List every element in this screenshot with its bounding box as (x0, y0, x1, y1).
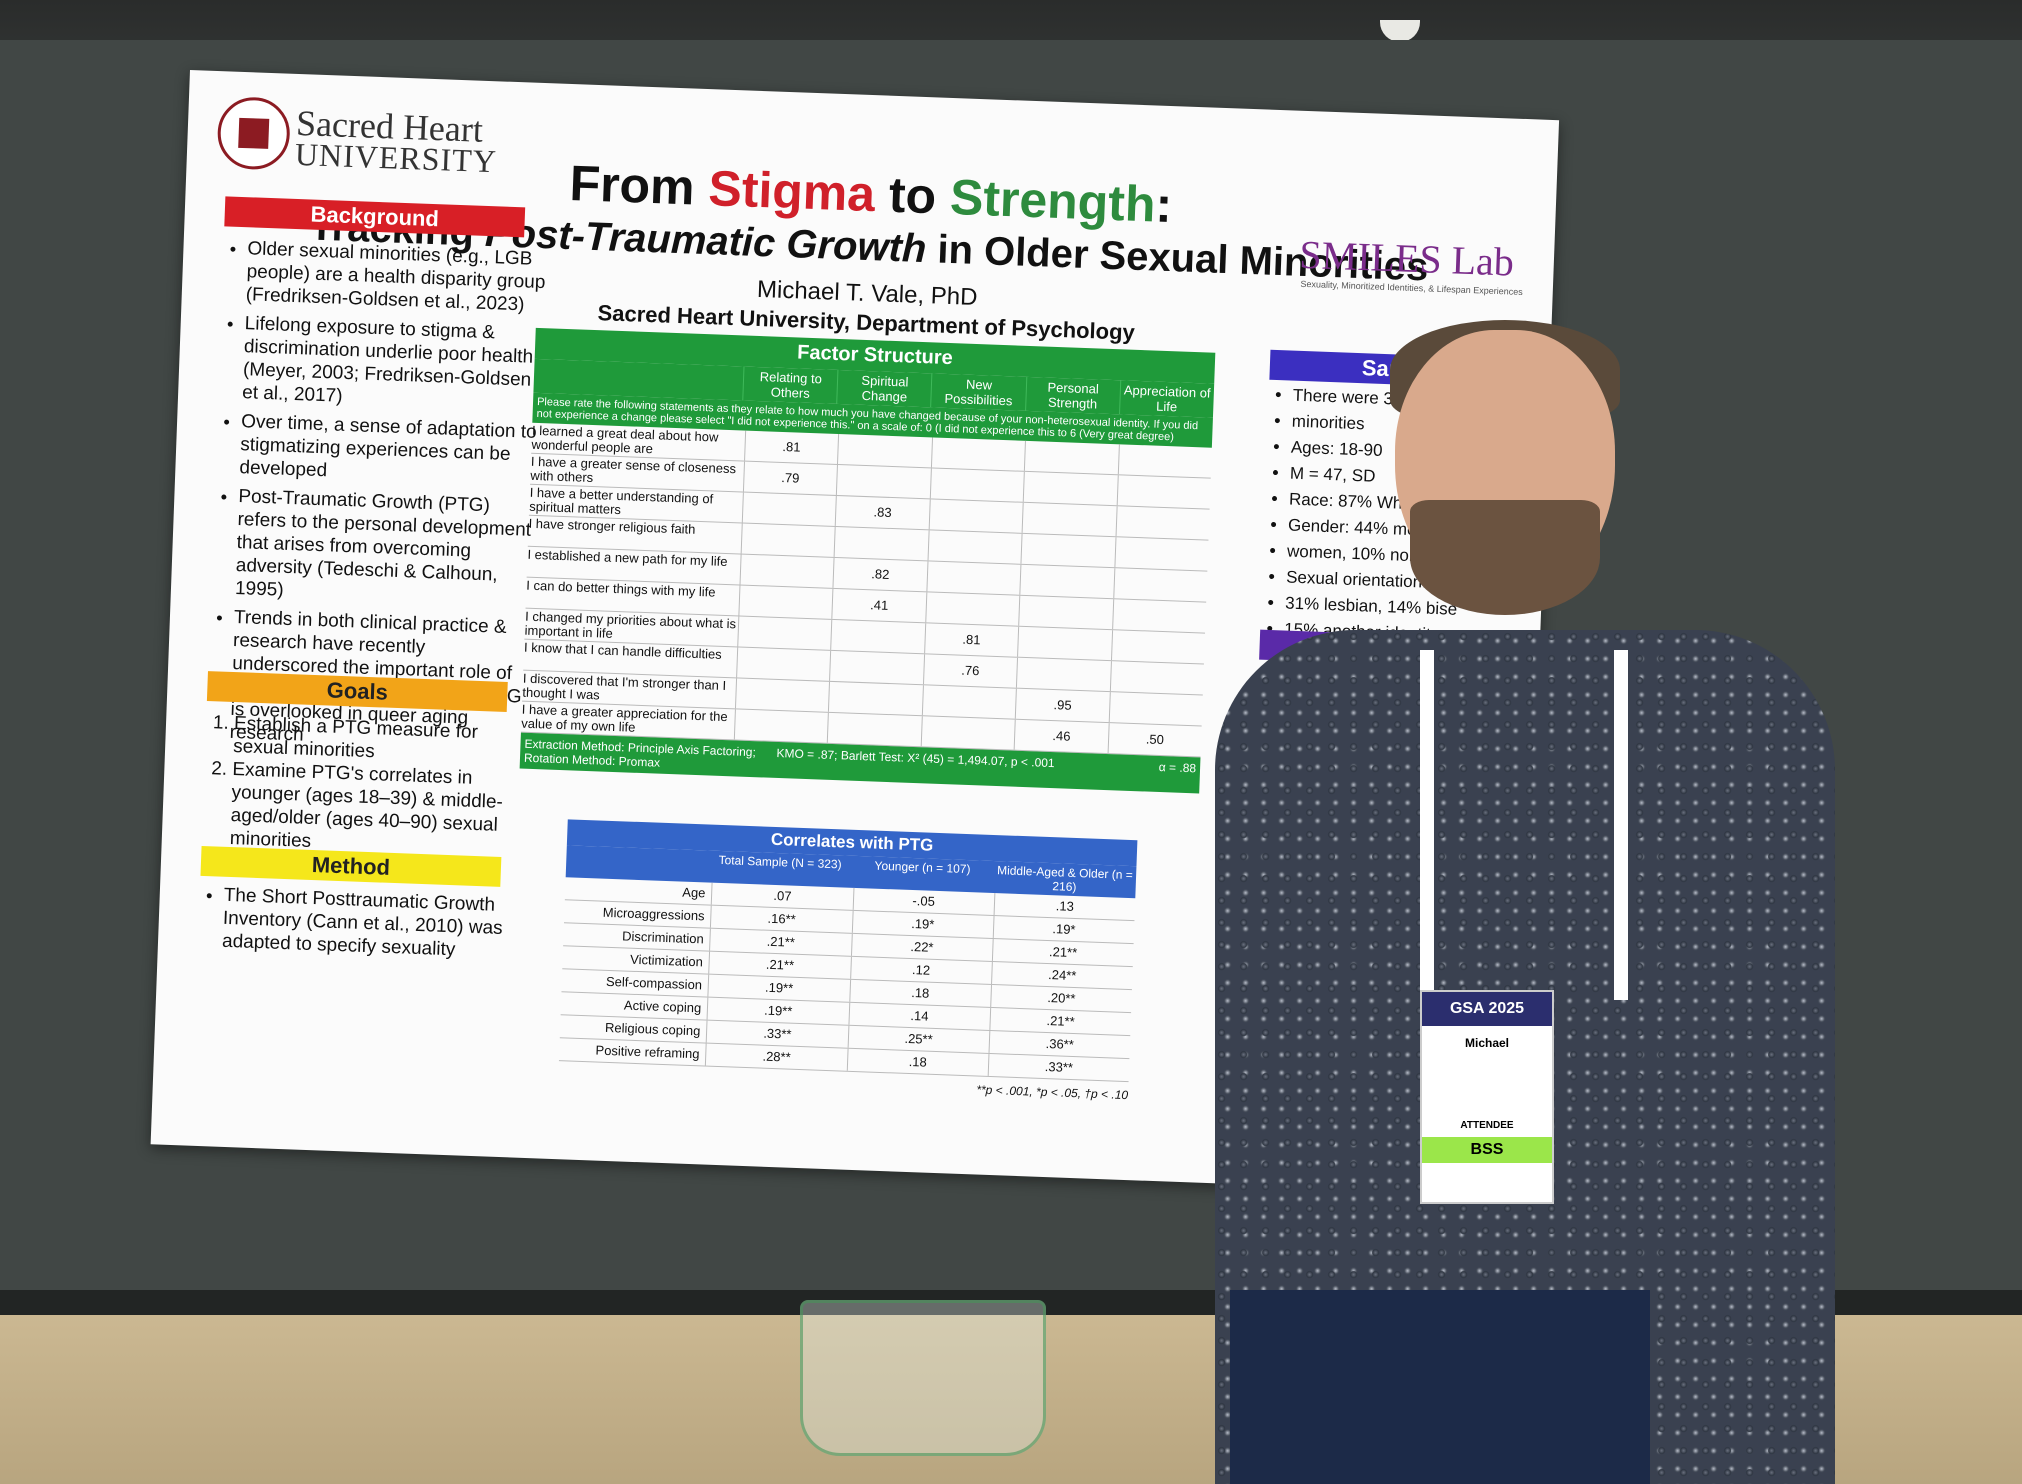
correlates-column-header: Total Sample (N = 323) (718, 852, 842, 872)
loading-cell: .46 (1013, 719, 1109, 754)
factor-column-header: Personal Strength (1024, 376, 1121, 415)
loading-cell (828, 681, 923, 716)
factor-column-header: Spiritual Change (836, 369, 932, 408)
lanyard (1420, 650, 1628, 1000)
loading-cell: .76 (922, 654, 1018, 688)
loading-cell (829, 650, 924, 685)
loading-cell (734, 678, 830, 712)
ceiling-light (1380, 20, 1420, 42)
loading-cell (1113, 537, 1209, 571)
name-badge: GSA 2025 Michael ATTENDEE BSS (1420, 990, 1554, 1204)
loading-cell (921, 685, 1016, 719)
factor-column-header: Appreciation of Life (1118, 380, 1215, 418)
correlates-table: Correlates with PTG Total Sample (N = 32… (558, 819, 1138, 1102)
loading-cell (833, 526, 929, 561)
loading-cell (1019, 564, 1114, 599)
badge-event: GSA 2025 (1422, 992, 1552, 1026)
correlates-column-header (566, 845, 710, 882)
loading-cell (1112, 568, 1208, 602)
presenter: GSA 2025 Michael ATTENDEE BSS (1215, 320, 1835, 1484)
loading-cell (1117, 444, 1212, 478)
loading-cell (1022, 471, 1118, 506)
loading-cell (920, 716, 1015, 750)
list-item: Examine PTG's correlates in younger (age… (229, 758, 532, 861)
loading-cell: .81 (743, 430, 839, 464)
loading-cell (927, 530, 1022, 564)
loading-cell (1021, 502, 1117, 537)
factor-column-header: Relating to Others (742, 366, 838, 404)
loading-cell (1020, 533, 1116, 568)
loading-cell (926, 561, 1021, 595)
loading-cell (1109, 661, 1204, 695)
correlates-column-header: Younger (n = 107) (874, 858, 971, 877)
loading-cell (1115, 506, 1210, 540)
pants (1230, 1290, 1650, 1484)
loading-cell (740, 523, 835, 557)
loading-cell (735, 647, 831, 681)
loading-cell (1018, 595, 1113, 630)
loading-cell (733, 709, 829, 743)
beard (1410, 500, 1600, 615)
loading-cell (1111, 599, 1207, 633)
loading-cell (830, 619, 925, 654)
list-item: The Short Posttraumatic Growth Inventory… (222, 884, 524, 964)
loading-cell: .79 (742, 461, 838, 495)
goals-list: Establish a PTG measure for sexual minor… (201, 711, 534, 861)
loading-cell (1017, 626, 1112, 661)
loading-cell (928, 499, 1023, 533)
lab-logo: SMILES Lab (1298, 231, 1515, 285)
loading-cell (741, 492, 836, 526)
plastic-bag (800, 1300, 1046, 1456)
factor-structure-table: Factor Structure Relating to Others Spiri… (519, 327, 1216, 794)
correlates-column-header: Middle-Aged & Older (n = 216) (996, 863, 1133, 895)
loading-cell (1023, 440, 1119, 475)
loading-cell (924, 592, 1020, 626)
loading-cell (736, 616, 832, 650)
list-item: Older sexual minorities (e.g., LGB peopl… (245, 237, 547, 317)
badge-name: Michael (1464, 1036, 1509, 1050)
list-item: Post-Traumatic Growth (PTG) refers to th… (235, 485, 539, 611)
loading-cell: .83 (834, 495, 930, 530)
factor-column-header: New Possibilities (930, 373, 1026, 411)
loading-cell (836, 464, 931, 499)
loading-cell: .41 (831, 588, 926, 623)
loading-cell (930, 437, 1026, 471)
loading-cell (738, 585, 833, 619)
loading-cell (1110, 630, 1206, 664)
list-item: Over time, a sense of adaptation to stig… (239, 410, 541, 490)
method-list: The Short Posttraumatic Growth Inventory… (197, 883, 524, 970)
loading-cell (929, 468, 1024, 502)
loading-cell: .95 (1014, 688, 1110, 723)
loading-cell: .82 (832, 557, 928, 592)
badge-tag: BSS (1422, 1137, 1552, 1163)
loading-cell: .50 (1107, 723, 1202, 757)
loading-cell (1015, 657, 1111, 692)
list-item: Lifelong exposure to stigma & discrimina… (242, 312, 545, 415)
loading-cell (826, 712, 922, 747)
loading-cell: .81 (923, 623, 1019, 657)
loading-cell (739, 554, 834, 588)
loading-cell (1108, 692, 1203, 726)
badge-role: ATTENDEE (1460, 1120, 1514, 1131)
loading-cell (837, 433, 932, 468)
loading-cell (1116, 475, 1211, 509)
